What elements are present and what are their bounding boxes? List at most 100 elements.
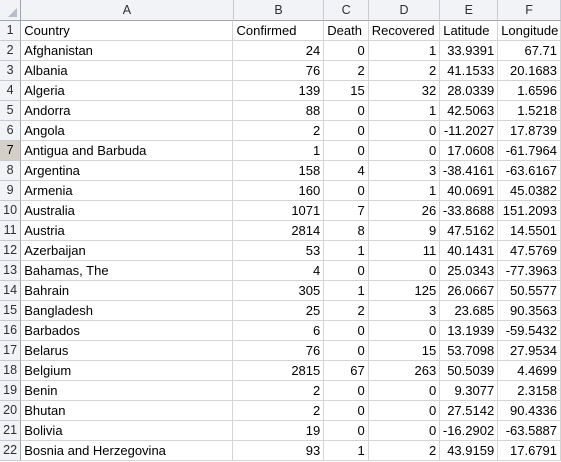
cell-latitude[interactable]: 26.0667 [440,281,499,301]
cell-recovered[interactable]: 3 [368,161,441,181]
header-cell-death[interactable]: Death [324,21,369,41]
cell-death[interactable]: 2 [324,301,369,321]
row-header[interactable]: 14 [0,281,22,301]
cell-confirmed[interactable]: 4 [233,261,325,281]
cell-longitude[interactable]: 151.2093 [498,201,561,221]
cell-recovered[interactable]: 2 [368,61,441,81]
cell-latitude[interactable]: 40.1431 [440,241,499,261]
row-header[interactable]: 17 [0,341,22,361]
cell-longitude[interactable]: -59.5432 [498,321,561,341]
row-header[interactable]: 2 [0,41,22,61]
cell-confirmed[interactable]: 2 [233,401,325,421]
cell-country[interactable]: Argentina [21,161,234,181]
cell-recovered[interactable]: 0 [368,421,441,441]
column-header-d[interactable]: D [368,0,441,21]
row-header[interactable]: 10 [0,201,22,221]
cell-country[interactable]: Andorra [21,101,234,121]
cell-confirmed[interactable]: 6 [233,321,325,341]
cell-longitude[interactable]: 17.8739 [498,121,561,141]
cell-latitude[interactable]: 13.1939 [440,321,499,341]
cell-latitude[interactable]: -38.4161 [440,161,499,181]
cell-confirmed[interactable]: 76 [233,341,325,361]
cell-longitude[interactable]: 50.5577 [498,281,561,301]
row-header[interactable]: 1 [0,21,22,41]
cell-country[interactable]: Azerbaijan [21,241,234,261]
row-header[interactable]: 4 [0,81,22,101]
cell-latitude[interactable]: -11.2027 [440,121,499,141]
cell-recovered[interactable]: 0 [368,261,441,281]
column-header-e[interactable]: E [440,0,499,21]
cell-confirmed[interactable]: 305 [233,281,325,301]
cell-confirmed[interactable]: 25 [233,301,325,321]
cell-death[interactable]: 1 [324,281,369,301]
cell-recovered[interactable]: 9 [368,221,441,241]
cell-latitude[interactable]: -33.8688 [440,201,499,221]
cell-recovered[interactable]: 26 [368,201,441,221]
row-header[interactable]: 16 [0,321,22,341]
cell-recovered[interactable]: 1 [368,181,441,201]
cell-longitude[interactable]: 67.71 [498,41,561,61]
row-header[interactable]: 9 [0,181,22,201]
column-header-b[interactable]: B [233,0,325,21]
cell-longitude[interactable]: -63.5887 [498,421,561,441]
cell-confirmed[interactable]: 2814 [233,221,325,241]
cell-country[interactable]: Benin [21,381,234,401]
cell-longitude[interactable]: 90.3563 [498,301,561,321]
cell-recovered[interactable]: 0 [368,381,441,401]
cell-death[interactable]: 7 [324,201,369,221]
cell-recovered[interactable]: 0 [368,141,441,161]
cell-longitude[interactable]: -63.6167 [498,161,561,181]
cell-confirmed[interactable]: 1 [233,141,325,161]
cell-recovered[interactable]: 1 [368,101,441,121]
cell-latitude[interactable]: 42.5063 [440,101,499,121]
header-cell-confirmed[interactable]: Confirmed [233,21,325,41]
cell-confirmed[interactable]: 53 [233,241,325,261]
cell-recovered[interactable]: 0 [368,321,441,341]
cell-country[interactable]: Austria [21,221,234,241]
cell-confirmed[interactable]: 19 [233,421,325,441]
cell-longitude[interactable]: 1.5218 [498,101,561,121]
cell-confirmed[interactable]: 88 [233,101,325,121]
cell-recovered[interactable]: 0 [368,121,441,141]
row-header[interactable]: 18 [0,361,22,381]
cell-country[interactable]: Bolivia [21,421,234,441]
cell-country[interactable]: Belgium [21,361,234,381]
cell-confirmed[interactable]: 2 [233,121,325,141]
cell-country[interactable]: Bahrain [21,281,234,301]
cell-longitude[interactable]: 90.4336 [498,401,561,421]
header-cell-recovered[interactable]: Recovered [368,21,441,41]
cell-recovered[interactable]: 32 [368,81,441,101]
cell-death[interactable]: 4 [324,161,369,181]
cell-confirmed[interactable]: 139 [233,81,325,101]
column-header-f[interactable]: F [498,0,561,21]
cell-latitude[interactable]: -16.2902 [440,421,499,441]
cell-country[interactable]: Afghanistan [21,41,234,61]
cell-death[interactable]: 8 [324,221,369,241]
cell-confirmed[interactable]: 160 [233,181,325,201]
row-header[interactable]: 6 [0,121,22,141]
cell-longitude[interactable]: 4.4699 [498,361,561,381]
cell-death[interactable]: 0 [324,141,369,161]
row-header[interactable]: 5 [0,101,22,121]
cell-latitude[interactable]: 23.685 [440,301,499,321]
cell-death[interactable]: 2 [324,61,369,81]
cell-latitude[interactable]: 41.1533 [440,61,499,81]
cell-country[interactable]: Australia [21,201,234,221]
cell-latitude[interactable]: 47.5162 [440,221,499,241]
cell-death[interactable]: 0 [324,421,369,441]
cell-recovered[interactable]: 2 [368,441,441,461]
cell-recovered[interactable]: 11 [368,241,441,261]
column-header-c[interactable]: C [324,0,369,21]
cell-confirmed[interactable]: 2 [233,381,325,401]
cell-recovered[interactable]: 15 [368,341,441,361]
column-header-a[interactable]: A [21,0,234,21]
cell-longitude[interactable]: 27.9534 [498,341,561,361]
cell-latitude[interactable]: 40.0691 [440,181,499,201]
cell-recovered[interactable]: 263 [368,361,441,381]
row-header[interactable]: 8 [0,161,22,181]
header-cell-latitude[interactable]: Latitude [440,21,499,41]
row-header[interactable]: 7 [0,141,22,161]
cell-longitude[interactable]: 17.6791 [498,441,561,461]
cell-latitude[interactable]: 9.3077 [440,381,499,401]
cell-death[interactable]: 15 [324,81,369,101]
